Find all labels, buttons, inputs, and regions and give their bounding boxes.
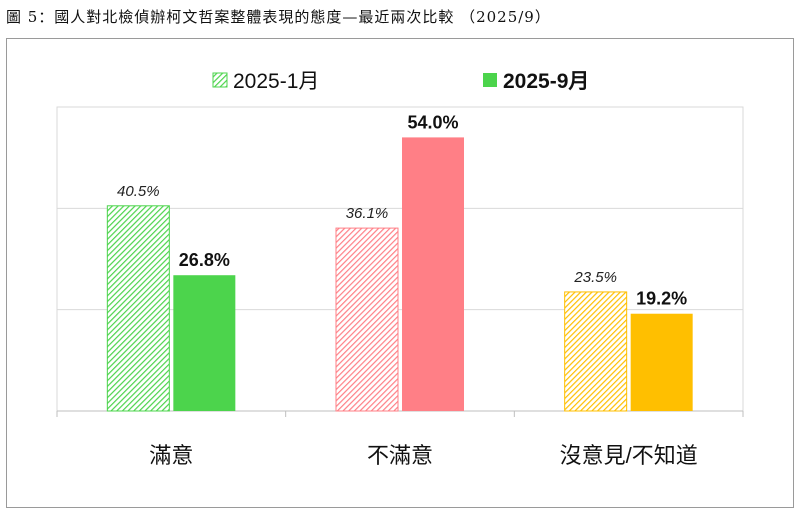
legend-label-series-1: 2025-1月 [233, 70, 319, 93]
data-label-2025-09: 26.8% [179, 250, 230, 270]
data-label-2025-01: 36.1% [346, 205, 389, 222]
bar-2025-01 [106, 205, 170, 412]
legend-label-series-2: 2025-9月 [503, 70, 589, 93]
legend-swatch-solid [483, 73, 497, 87]
data-label-2025-09: 54.0% [407, 112, 458, 132]
category-label: 不滿意 [367, 443, 433, 468]
bar-2025-09 [630, 313, 693, 411]
category-label: 沒意見/不知道 [560, 443, 698, 468]
data-label-2025-09: 19.2% [636, 289, 687, 309]
data-label-2025-01: 40.5% [117, 183, 160, 200]
legend: 2025-1月 2025-9月 [212, 70, 589, 93]
chart-frame: 2025-1月 2025-9月 40.5% 26.8% 滿意 36.1% 54.0% 不滿… [6, 38, 794, 508]
bar-chart: 2025-1月 2025-9月 40.5% 26.8% 滿意 36.1% 54.0% 不滿… [56, 70, 744, 468]
bar-2025-09 [173, 275, 236, 411]
category-label: 滿意 [149, 443, 193, 468]
bar-2025-01 [564, 291, 628, 412]
bar-2025-09 [402, 137, 464, 411]
bar-2025-01 [335, 227, 399, 412]
data-label-2025-01: 23.5% [573, 269, 617, 286]
plot-area: 40.5% 26.8% 滿意 36.1% 54.0% 不滿意 23.5% 19.2% 沒意見/不… [56, 106, 744, 468]
legend-swatch-hatched [212, 72, 228, 88]
figure-title: 圖 5：國人對北檢偵辦柯文哲案整體表現的態度—最近兩次比較 （2025/9） [6, 8, 551, 26]
